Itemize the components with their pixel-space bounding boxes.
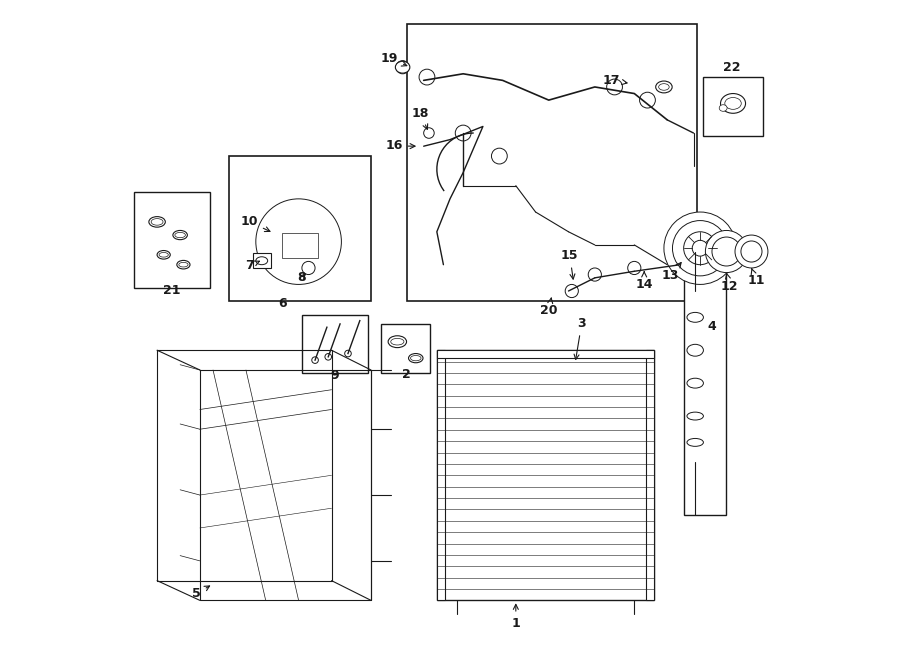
Text: 11: 11 bbox=[747, 269, 765, 288]
Text: 8: 8 bbox=[298, 271, 306, 284]
Ellipse shape bbox=[687, 313, 704, 323]
Text: 3: 3 bbox=[574, 317, 586, 360]
Ellipse shape bbox=[409, 354, 423, 363]
Ellipse shape bbox=[687, 378, 704, 388]
Circle shape bbox=[627, 261, 641, 274]
Circle shape bbox=[692, 241, 708, 256]
Circle shape bbox=[491, 148, 508, 164]
Circle shape bbox=[263, 206, 335, 278]
Circle shape bbox=[424, 128, 434, 138]
Circle shape bbox=[690, 262, 700, 273]
Text: 1: 1 bbox=[511, 604, 520, 630]
Ellipse shape bbox=[721, 94, 745, 113]
Ellipse shape bbox=[395, 61, 410, 73]
Text: 13: 13 bbox=[662, 262, 681, 282]
Ellipse shape bbox=[179, 262, 188, 267]
Bar bbox=[407, 24, 697, 301]
Ellipse shape bbox=[687, 412, 704, 420]
Ellipse shape bbox=[724, 97, 742, 109]
Bar bbox=[381, 324, 430, 373]
Ellipse shape bbox=[687, 438, 704, 446]
Circle shape bbox=[455, 125, 471, 141]
Circle shape bbox=[607, 79, 623, 95]
Text: 17: 17 bbox=[602, 73, 627, 87]
Text: 15: 15 bbox=[561, 249, 579, 279]
Bar bbox=[436, 350, 654, 358]
Ellipse shape bbox=[159, 253, 168, 257]
Circle shape bbox=[302, 261, 315, 274]
Bar bbox=[302, 315, 368, 373]
Bar bbox=[436, 350, 445, 600]
Ellipse shape bbox=[391, 338, 404, 345]
Ellipse shape bbox=[158, 251, 170, 259]
Bar bbox=[283, 233, 319, 258]
Ellipse shape bbox=[175, 233, 185, 238]
Text: 9: 9 bbox=[330, 369, 339, 381]
Text: 21: 21 bbox=[163, 284, 180, 297]
Ellipse shape bbox=[410, 356, 421, 361]
Text: 16: 16 bbox=[385, 139, 415, 153]
Circle shape bbox=[712, 237, 741, 266]
Circle shape bbox=[273, 215, 325, 268]
Text: 5: 5 bbox=[193, 586, 210, 600]
Circle shape bbox=[419, 69, 435, 85]
Text: 4: 4 bbox=[706, 321, 716, 334]
Circle shape bbox=[589, 268, 601, 281]
Text: 2: 2 bbox=[401, 368, 410, 381]
Circle shape bbox=[741, 241, 762, 262]
Ellipse shape bbox=[388, 336, 407, 348]
Ellipse shape bbox=[719, 104, 727, 111]
Text: 20: 20 bbox=[540, 298, 557, 317]
Text: 18: 18 bbox=[411, 106, 429, 130]
Circle shape bbox=[706, 231, 748, 272]
Ellipse shape bbox=[659, 84, 670, 91]
Text: 6: 6 bbox=[278, 297, 286, 311]
Circle shape bbox=[311, 357, 319, 364]
Circle shape bbox=[664, 212, 736, 284]
Circle shape bbox=[345, 350, 351, 357]
Circle shape bbox=[640, 93, 655, 108]
Circle shape bbox=[565, 284, 579, 297]
Text: 19: 19 bbox=[381, 52, 407, 66]
Ellipse shape bbox=[656, 81, 672, 93]
Circle shape bbox=[684, 232, 716, 264]
Circle shape bbox=[672, 221, 728, 276]
Circle shape bbox=[396, 61, 410, 74]
Text: 22: 22 bbox=[723, 61, 741, 73]
Bar bbox=[230, 156, 371, 301]
Circle shape bbox=[735, 235, 768, 268]
Circle shape bbox=[325, 354, 331, 360]
Bar bbox=[704, 77, 762, 136]
Bar bbox=[436, 350, 654, 600]
Bar bbox=[684, 239, 726, 515]
Ellipse shape bbox=[173, 231, 187, 240]
Text: 14: 14 bbox=[635, 272, 652, 291]
Bar bbox=[253, 253, 271, 268]
Ellipse shape bbox=[151, 219, 163, 225]
Ellipse shape bbox=[256, 256, 267, 264]
Bar bbox=[134, 192, 210, 288]
Bar bbox=[646, 350, 654, 600]
Ellipse shape bbox=[687, 344, 704, 356]
Circle shape bbox=[256, 199, 341, 284]
Ellipse shape bbox=[176, 260, 190, 269]
Text: 10: 10 bbox=[240, 215, 270, 231]
Ellipse shape bbox=[148, 217, 166, 227]
Text: 7: 7 bbox=[245, 259, 259, 272]
Text: 12: 12 bbox=[721, 274, 739, 293]
